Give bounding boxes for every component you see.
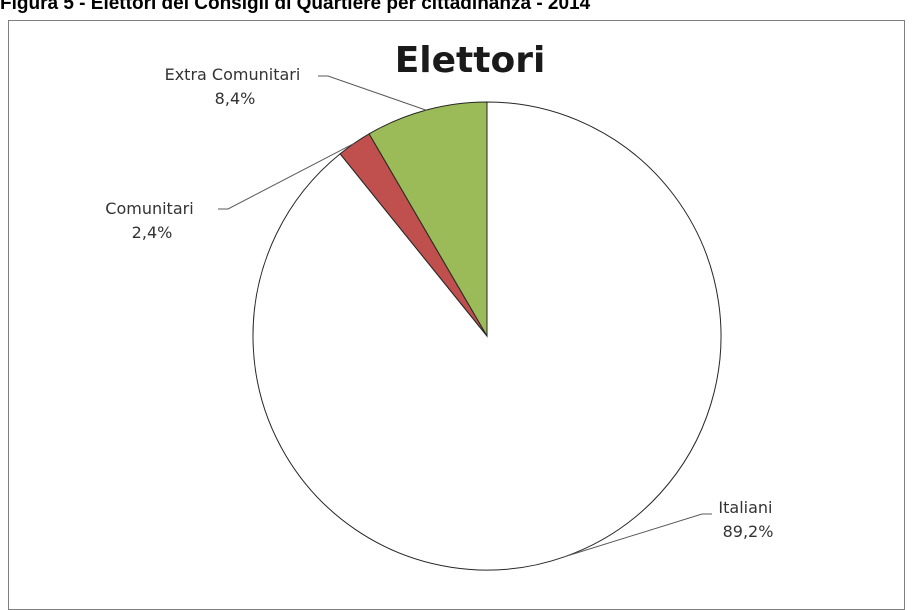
pie-slices bbox=[252, 101, 722, 571]
chart-title: Elettori bbox=[395, 40, 546, 81]
leader-line-italiani bbox=[564, 513, 712, 558]
slice-label-italiani: Italiani 89,2% bbox=[718, 498, 777, 541]
slice-label-comunitari: Comunitari 2,4% bbox=[105, 199, 198, 242]
leader-line-extra-comunitari bbox=[318, 75, 427, 111]
pie-chart: Elettori Italiani 89,2% Comunitari 2,4% … bbox=[105, 40, 777, 571]
figure-caption: Figura 5 - Elettori dei Consigli di Quar… bbox=[0, 0, 591, 14]
leader-line-comunitari bbox=[218, 142, 355, 210]
leader-lines bbox=[218, 75, 712, 558]
slice-label-extra-comunitari: Extra Comunitari 8,4% bbox=[165, 65, 306, 108]
